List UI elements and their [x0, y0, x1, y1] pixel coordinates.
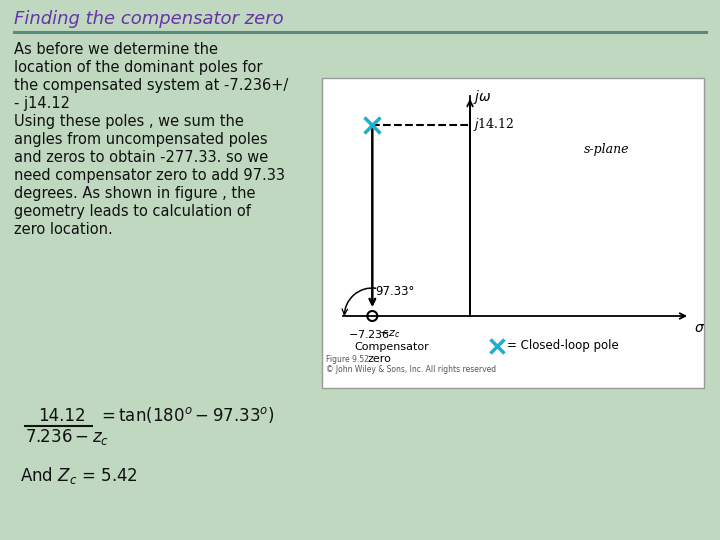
Text: geometry leads to calculation of: geometry leads to calculation of	[14, 204, 251, 219]
Text: - j14.12: - j14.12	[14, 96, 70, 111]
Text: 14.12: 14.12	[38, 407, 86, 425]
Text: = Closed-loop pole: = Closed-loop pole	[507, 340, 618, 353]
Text: $-7.236$: $-7.236$	[348, 328, 390, 340]
Text: As before we determine the: As before we determine the	[14, 42, 218, 57]
Text: $= \tan(180^o - 97.33^o)$: $= \tan(180^o - 97.33^o)$	[98, 405, 274, 425]
Text: Finding the compensator zero: Finding the compensator zero	[14, 10, 284, 28]
Text: 97.33°: 97.33°	[375, 285, 415, 298]
Text: $\sigma$: $\sigma$	[694, 321, 705, 335]
Text: Using these poles , we sum the: Using these poles , we sum the	[14, 114, 244, 129]
Text: $j\omega$: $j\omega$	[473, 88, 492, 106]
Text: zero: zero	[367, 354, 391, 364]
Text: zero location.: zero location.	[14, 222, 113, 237]
Bar	[322, 78, 704, 388]
Text: location of the dominant poles for: location of the dominant poles for	[14, 60, 263, 75]
Text: Figure 9.52
© John Wiley & Sons, Inc. All rights reserved: Figure 9.52 © John Wiley & Sons, Inc. Al…	[326, 355, 496, 374]
Text: Compensator: Compensator	[354, 342, 429, 352]
Text: the compensated system at -7.236+/: the compensated system at -7.236+/	[14, 78, 288, 93]
Text: $7.236-z_c$: $7.236-z_c$	[25, 427, 109, 447]
Text: s-plane: s-plane	[584, 143, 629, 156]
Text: degrees. As shown in figure , the: degrees. As shown in figure , the	[14, 186, 256, 201]
Text: and zeros to obtain -277.33. so we: and zeros to obtain -277.33. so we	[14, 150, 269, 165]
Text: need compensator zero to add 97.33: need compensator zero to add 97.33	[14, 168, 285, 183]
Text: angles from uncompensated poles: angles from uncompensated poles	[14, 132, 268, 147]
Text: $-z_c$: $-z_c$	[379, 328, 400, 340]
Text: $j$14.12: $j$14.12	[473, 116, 514, 133]
Text: And $Z_c$ = 5.42: And $Z_c$ = 5.42	[20, 465, 138, 486]
